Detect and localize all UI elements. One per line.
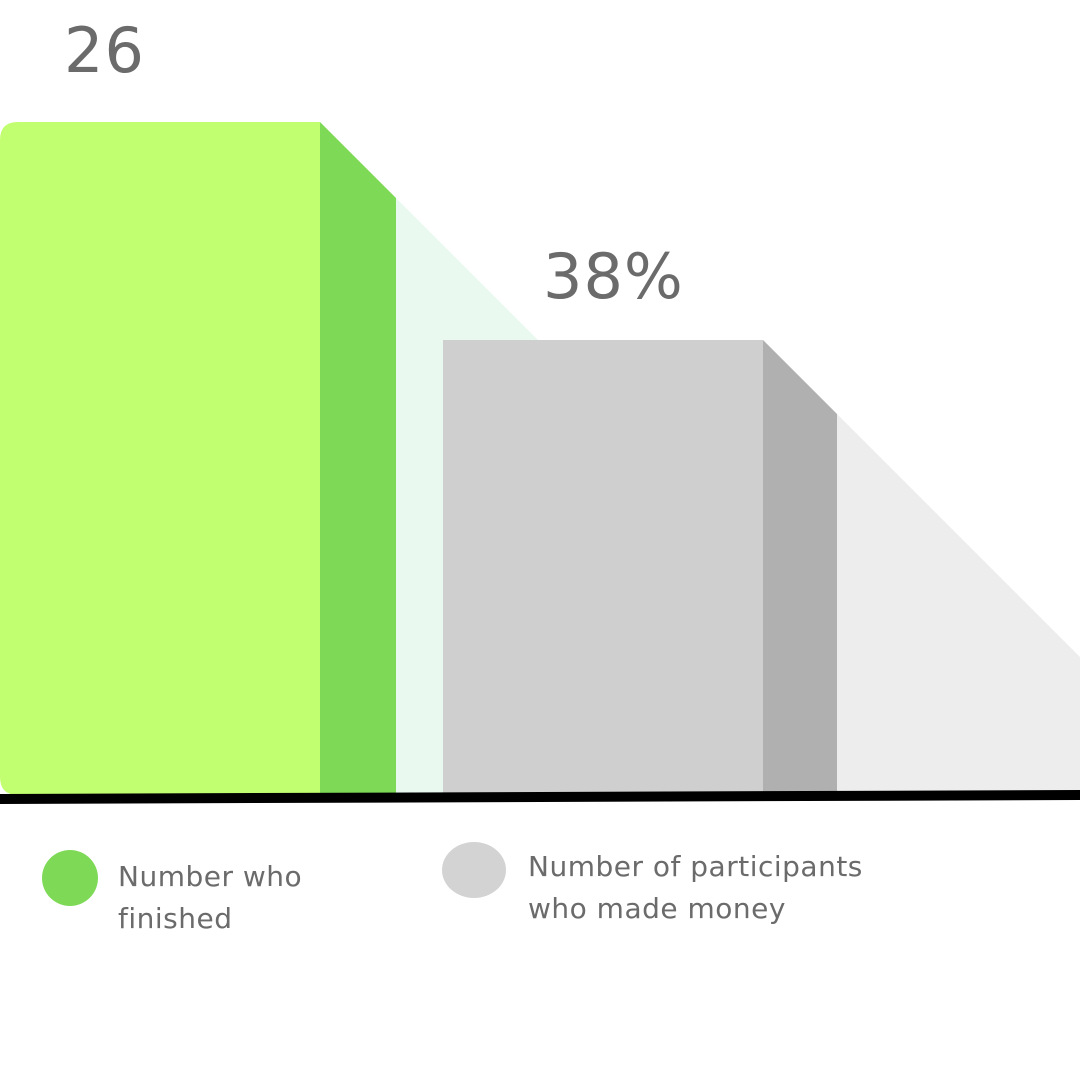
- bar-finished-front: [0, 122, 320, 795]
- bar-made-money-shadow: [763, 340, 1080, 795]
- x-axis-baseline: [0, 790, 1080, 804]
- bar-made-money-value-label: 38%: [543, 240, 684, 313]
- bar-made-money-side: [763, 340, 837, 795]
- bar-made-money-front: [443, 340, 763, 795]
- bar-finished-side: [320, 122, 396, 795]
- bar-finished-value-label: 26: [64, 14, 145, 87]
